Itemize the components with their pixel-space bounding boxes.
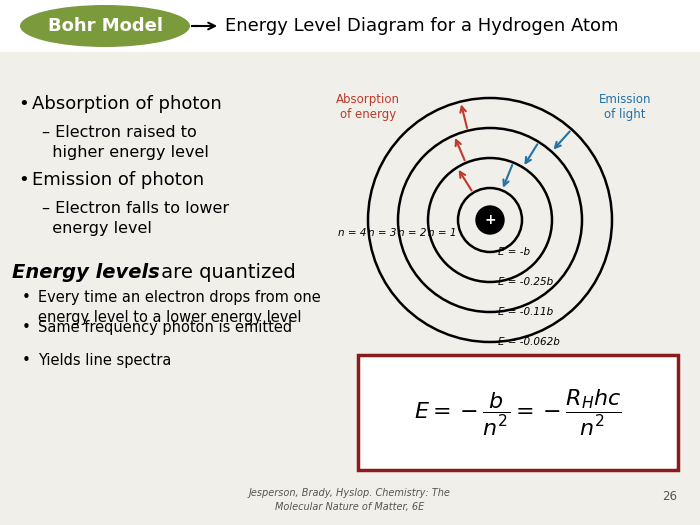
Text: E = -0.11b: E = -0.11b xyxy=(498,307,553,317)
Text: Emission
of light: Emission of light xyxy=(598,93,651,121)
Text: Same frequency photon is emitted: Same frequency photon is emitted xyxy=(38,320,292,335)
Text: Absorption
of energy: Absorption of energy xyxy=(336,93,400,121)
Text: •: • xyxy=(18,171,29,189)
Text: Every time an electron drops from one
energy level to a lower energy level: Every time an electron drops from one en… xyxy=(38,290,321,325)
Text: Emission of photon: Emission of photon xyxy=(32,171,204,189)
Text: Energy Level Diagram for a Hydrogen Atom: Energy Level Diagram for a Hydrogen Atom xyxy=(225,17,619,35)
Bar xyxy=(358,355,678,470)
Text: 26: 26 xyxy=(662,490,678,503)
Ellipse shape xyxy=(20,5,190,47)
Text: – Electron falls to lower
  energy level: – Electron falls to lower energy level xyxy=(42,201,229,236)
Text: E = -0.25b: E = -0.25b xyxy=(498,277,553,287)
Text: •: • xyxy=(22,320,31,335)
Text: n = 1: n = 1 xyxy=(428,228,456,238)
Text: n = 4: n = 4 xyxy=(337,228,366,238)
Text: n = 2: n = 2 xyxy=(398,228,426,238)
Text: E = -0.062b: E = -0.062b xyxy=(498,337,560,347)
Text: Yields line spectra: Yields line spectra xyxy=(38,353,172,368)
Text: are quantized: are quantized xyxy=(155,263,295,282)
Text: n = 3: n = 3 xyxy=(368,228,396,238)
Text: +: + xyxy=(484,213,496,227)
Text: E = -b: E = -b xyxy=(498,247,530,257)
Text: •: • xyxy=(22,353,31,368)
Text: Energy levels: Energy levels xyxy=(12,263,160,282)
Text: •: • xyxy=(22,290,31,305)
Bar xyxy=(0,0,700,52)
Text: Absorption of photon: Absorption of photon xyxy=(32,95,222,113)
Text: Jesperson, Brady, Hyslop. Chemistry: The
Molecular Nature of Matter, 6E: Jesperson, Brady, Hyslop. Chemistry: The… xyxy=(249,488,451,511)
Text: •: • xyxy=(18,95,29,113)
Text: Bohr Model: Bohr Model xyxy=(48,17,162,35)
Text: – Electron raised to
  higher energy level: – Electron raised to higher energy level xyxy=(42,125,209,160)
Circle shape xyxy=(476,206,504,234)
Text: $E = -\dfrac{b}{n^2} = -\dfrac{R_H hc}{n^2}$: $E = -\dfrac{b}{n^2} = -\dfrac{R_H hc}{n… xyxy=(414,387,622,437)
